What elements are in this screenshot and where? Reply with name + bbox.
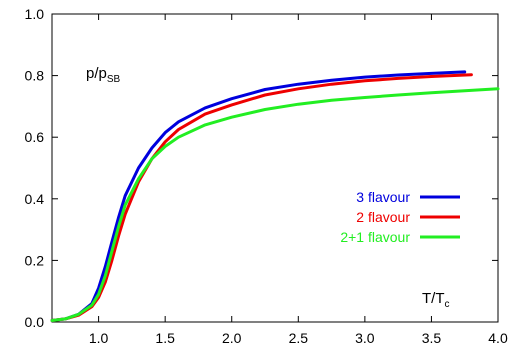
- plot-frame: [51, 13, 499, 323]
- y-axis-label-main: p/p: [86, 65, 107, 82]
- legend: 3 flavour 2 flavour 2+1 flavour: [340, 189, 460, 245]
- y-axis-label-sub: SB: [107, 74, 121, 85]
- x-axis-label-main: T/T: [422, 290, 445, 307]
- y-tick-label: 0.4: [25, 191, 45, 207]
- axis-ticks: [52, 13, 499, 323]
- x-tick-label: 1.0: [89, 330, 109, 346]
- y-tick-label: 0.2: [25, 252, 45, 268]
- series-line-2-1-flavour: [50, 87, 500, 322]
- legend-label: 2+1 flavour: [340, 229, 410, 245]
- legend-label: 3 flavour: [356, 189, 410, 205]
- x-tick-label: 2.5: [289, 330, 309, 346]
- x-tick-label: 2.0: [222, 330, 242, 346]
- x-axis-label-sub: c: [445, 299, 450, 310]
- y-tick-label: 0.8: [25, 68, 45, 84]
- series-lines: [50, 70, 500, 322]
- legend-label: 2 flavour: [356, 209, 410, 225]
- series-line-3-flavour: [50, 70, 467, 322]
- x-tick-label: 4.0: [488, 330, 508, 346]
- x-axis-label: T/Tc: [422, 290, 450, 310]
- axis-tick-labels: 1.0 1.5 2.0 2.5 3.0 3.5 4.0 0.0 0.2 0.4 0.6 0.8 1.0: [25, 6, 508, 346]
- y-tick-label: 1.0: [25, 6, 45, 22]
- y-axis-label: p/pSB: [86, 65, 121, 85]
- x-tick-label: 3.0: [355, 330, 375, 346]
- x-tick-label: 3.5: [422, 330, 442, 346]
- y-tick-label: 0.6: [25, 129, 45, 145]
- y-tick-label: 0.0: [25, 314, 45, 330]
- x-tick-label: 1.5: [155, 330, 175, 346]
